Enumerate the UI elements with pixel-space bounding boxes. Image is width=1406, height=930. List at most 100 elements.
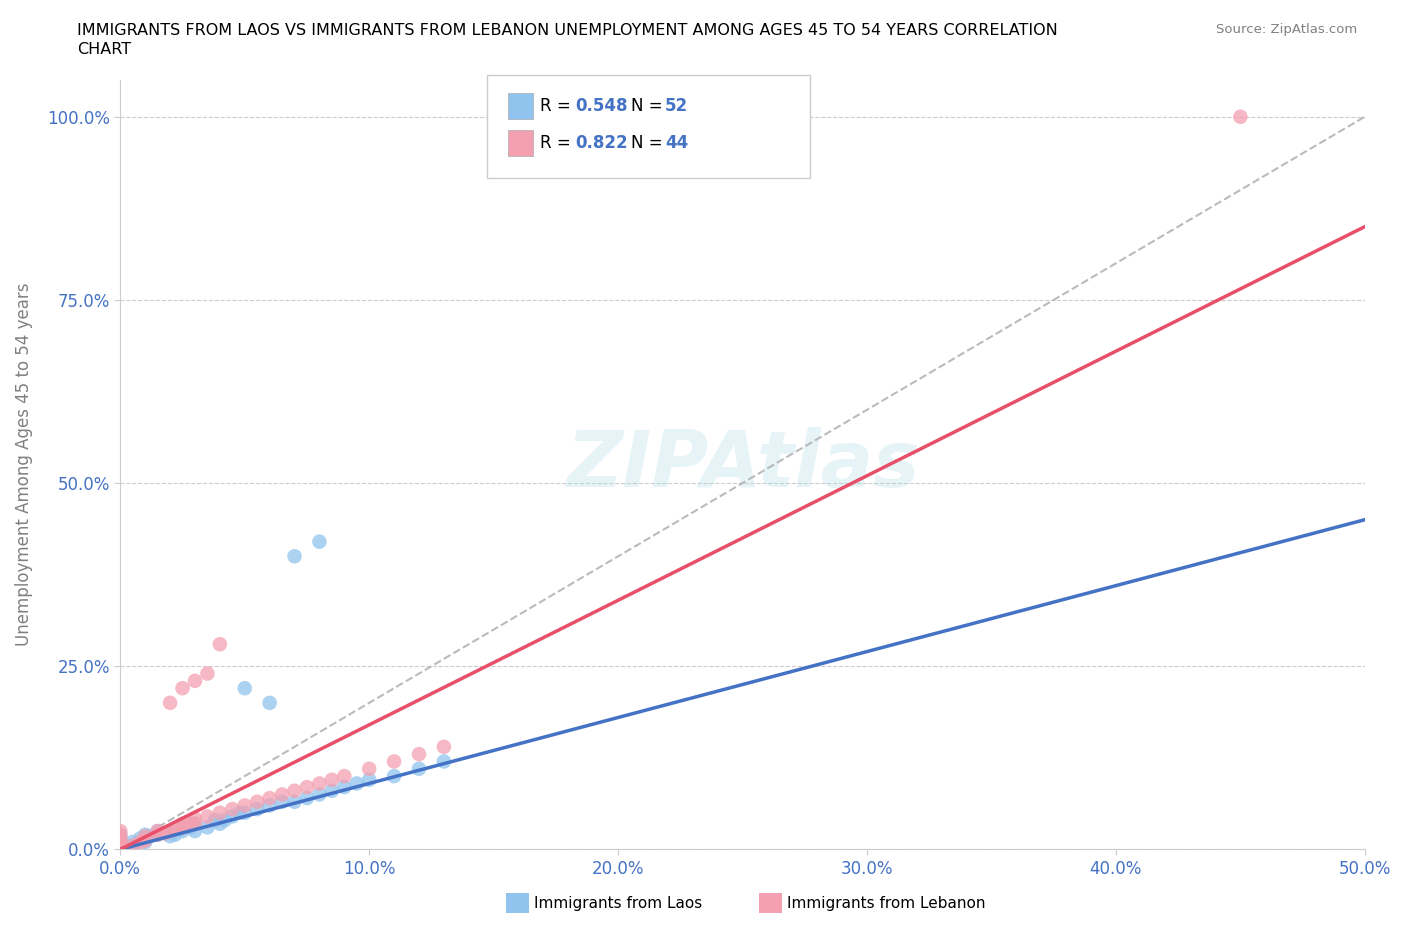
Point (184, 811, 207, 826)
Point (110, 840, 132, 855)
Point (208, 817, 231, 831)
Point (184, 817, 207, 831)
Point (271, 794, 294, 809)
Point (110, 836, 132, 851)
Point (295, 790, 318, 805)
Point (159, 829, 181, 844)
Point (308, 534, 330, 549)
Point (146, 824, 169, 839)
Point (359, 772, 381, 787)
Point (408, 747, 430, 762)
Text: Immigrants from Laos: Immigrants from Laos (534, 896, 703, 910)
Point (146, 828, 169, 843)
Point (197, 666, 219, 681)
Point (208, 637, 231, 652)
Point (134, 828, 156, 843)
Point (184, 817, 207, 831)
Point (134, 829, 156, 844)
Point (129, 834, 152, 849)
Point (139, 829, 162, 844)
Point (159, 696, 181, 711)
Text: Immigrants from Lebanon: Immigrants from Lebanon (787, 896, 986, 910)
Point (382, 769, 405, 784)
Point (308, 787, 330, 802)
Text: ZIPAtlas: ZIPAtlas (565, 427, 920, 503)
Point (283, 783, 305, 798)
Point (165, 828, 187, 843)
Point (165, 821, 187, 836)
Point (110, 842, 132, 857)
Text: N =: N = (631, 97, 668, 115)
Point (110, 830, 132, 845)
Point (110, 834, 132, 849)
Point (172, 824, 194, 839)
Text: 0.548: 0.548 (575, 97, 627, 115)
Point (229, 805, 252, 820)
Point (321, 772, 343, 787)
Point (283, 794, 305, 809)
Point (433, 754, 456, 769)
Point (110, 834, 132, 849)
Point (221, 802, 243, 817)
Point (295, 779, 318, 794)
Point (134, 833, 156, 848)
Point (1229, 110, 1251, 125)
Point (110, 842, 132, 857)
Point (184, 673, 207, 688)
Point (110, 838, 132, 853)
Point (110, 841, 132, 856)
Point (197, 809, 219, 824)
Point (121, 838, 143, 853)
Point (121, 834, 143, 849)
Point (214, 813, 236, 828)
Point (359, 762, 381, 777)
Point (159, 824, 181, 839)
Text: Source: ZipAtlas.com: Source: ZipAtlas.com (1216, 23, 1357, 36)
Point (172, 820, 194, 835)
Point (283, 549, 305, 564)
Point (204, 813, 226, 828)
Point (246, 794, 269, 809)
Point (221, 809, 243, 824)
Point (172, 820, 194, 835)
Point (110, 828, 132, 843)
Point (259, 790, 281, 805)
Point (110, 830, 132, 845)
Point (246, 802, 269, 817)
Point (110, 842, 132, 857)
Point (110, 828, 132, 843)
Point (271, 787, 294, 802)
Point (153, 826, 176, 841)
Point (233, 798, 256, 813)
Point (259, 798, 281, 813)
Point (146, 824, 169, 839)
Point (110, 842, 132, 857)
Point (233, 805, 256, 820)
Text: 44: 44 (665, 134, 689, 153)
Y-axis label: Unemployment Among Ages 45 to 54 years: Unemployment Among Ages 45 to 54 years (15, 283, 32, 646)
Point (159, 824, 181, 839)
Text: N =: N = (631, 134, 668, 153)
Point (110, 836, 132, 851)
Point (408, 762, 430, 777)
Point (184, 824, 207, 839)
Point (179, 820, 201, 835)
Point (433, 739, 456, 754)
Point (153, 826, 176, 841)
Text: CHART: CHART (77, 42, 131, 57)
Point (110, 824, 132, 839)
Point (134, 834, 156, 849)
Point (208, 805, 231, 820)
Text: 0.822: 0.822 (575, 134, 628, 153)
Text: R =: R = (540, 97, 576, 115)
Point (121, 838, 143, 853)
Point (233, 681, 256, 696)
Point (172, 681, 194, 696)
Point (308, 776, 330, 790)
Text: IMMIGRANTS FROM LAOS VS IMMIGRANTS FROM LEBANON UNEMPLOYMENT AMONG AGES 45 TO 54: IMMIGRANTS FROM LAOS VS IMMIGRANTS FROM … (77, 23, 1059, 38)
Text: R =: R = (540, 134, 576, 153)
Point (146, 828, 169, 843)
Point (259, 696, 281, 711)
Text: 52: 52 (665, 97, 689, 115)
Point (172, 817, 194, 831)
